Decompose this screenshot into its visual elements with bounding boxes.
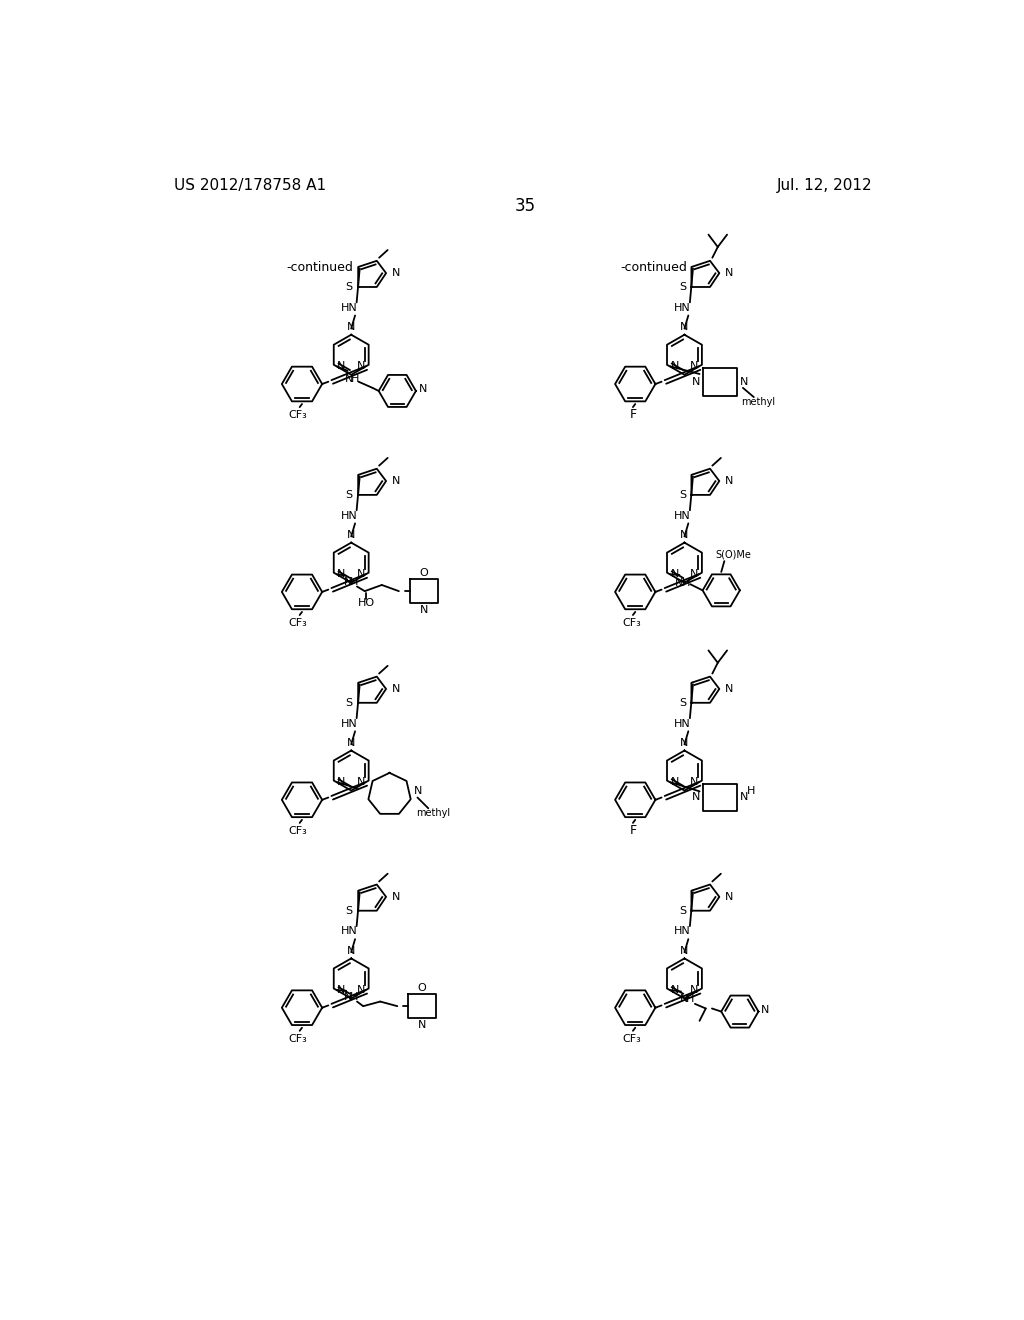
Text: N: N <box>690 985 698 995</box>
Text: S: S <box>346 698 352 708</box>
Text: -continued: -continued <box>287 261 353 275</box>
Text: N: N <box>337 362 346 371</box>
Text: N: N <box>671 362 679 371</box>
Text: N: N <box>391 477 400 486</box>
Text: -continued: -continued <box>620 261 687 275</box>
Text: N: N <box>691 792 699 803</box>
Text: N: N <box>337 777 346 787</box>
Text: N: N <box>391 684 400 694</box>
Text: H: H <box>686 994 694 1005</box>
Text: N: N <box>691 376 699 387</box>
Text: N: N <box>761 1005 770 1015</box>
Text: HN: HN <box>341 718 357 729</box>
Text: HN: HN <box>341 511 357 520</box>
Text: N: N <box>356 777 366 787</box>
Text: N: N <box>680 994 688 1005</box>
Text: S: S <box>679 698 686 708</box>
Text: N: N <box>356 985 366 995</box>
Text: N: N <box>347 738 355 748</box>
Text: S: S <box>679 490 686 500</box>
Text: N: N <box>347 322 355 333</box>
Text: O: O <box>419 568 428 578</box>
Text: N: N <box>419 384 427 395</box>
Text: H: H <box>351 374 359 384</box>
Text: N: N <box>343 577 352 587</box>
Text: N: N <box>420 605 428 615</box>
Text: N: N <box>347 529 355 540</box>
Text: Jul. 12, 2012: Jul. 12, 2012 <box>776 178 872 193</box>
Text: N: N <box>739 376 748 387</box>
Text: F: F <box>630 824 637 837</box>
Text: N: N <box>671 777 679 787</box>
Text: US 2012/178758 A1: US 2012/178758 A1 <box>174 178 327 193</box>
Text: HN: HN <box>341 302 357 313</box>
Text: CF₃: CF₃ <box>289 618 307 628</box>
Text: CF₃: CF₃ <box>622 1034 641 1044</box>
Text: HN: HN <box>674 511 690 520</box>
Text: N: N <box>725 892 733 902</box>
Text: N: N <box>671 985 679 995</box>
Text: N: N <box>739 792 748 803</box>
Text: HN: HN <box>341 927 357 936</box>
Text: N: N <box>725 477 733 486</box>
Text: H: H <box>746 787 755 796</box>
Text: N: N <box>680 322 688 333</box>
Text: N: N <box>356 569 366 579</box>
Text: S: S <box>346 282 352 292</box>
Text: N: N <box>725 684 733 694</box>
Text: CF₃: CF₃ <box>289 409 307 420</box>
Text: N: N <box>337 985 346 995</box>
Text: methyl: methyl <box>741 397 775 407</box>
Text: N: N <box>680 738 688 748</box>
Text: HN: HN <box>674 718 690 729</box>
Text: N: N <box>391 892 400 902</box>
Text: S: S <box>679 282 686 292</box>
Text: CF₃: CF₃ <box>622 618 641 628</box>
Text: HN: HN <box>674 927 690 936</box>
Text: methyl: methyl <box>416 808 450 818</box>
Text: N: N <box>337 569 346 579</box>
Text: N: N <box>680 945 688 956</box>
Text: S(O)Me: S(O)Me <box>716 550 752 560</box>
Text: N: N <box>343 991 352 1002</box>
Text: N: N <box>680 529 688 540</box>
Text: N: N <box>414 787 423 796</box>
Text: S: S <box>346 906 352 916</box>
Text: N: N <box>345 374 353 384</box>
Text: N: N <box>671 569 679 579</box>
Text: CF₃: CF₃ <box>289 1034 307 1044</box>
Text: N: N <box>690 569 698 579</box>
Text: H: H <box>350 991 358 1002</box>
Text: N: N <box>356 362 366 371</box>
Text: N: N <box>418 1019 426 1030</box>
Text: N: N <box>391 268 400 279</box>
Text: N: N <box>725 268 733 279</box>
Text: N: N <box>690 362 698 371</box>
Text: H: H <box>350 577 358 587</box>
Text: HO: HO <box>357 598 375 609</box>
Text: N: N <box>347 945 355 956</box>
Text: S: S <box>346 490 352 500</box>
Text: F: F <box>630 408 637 421</box>
Text: N: N <box>675 578 684 587</box>
Text: N: N <box>690 777 698 787</box>
Text: HN: HN <box>674 302 690 313</box>
Text: 35: 35 <box>514 197 536 215</box>
Text: S: S <box>679 906 686 916</box>
Text: CF₃: CF₃ <box>289 825 307 836</box>
Text: H: H <box>681 578 690 587</box>
Text: O: O <box>418 982 426 993</box>
